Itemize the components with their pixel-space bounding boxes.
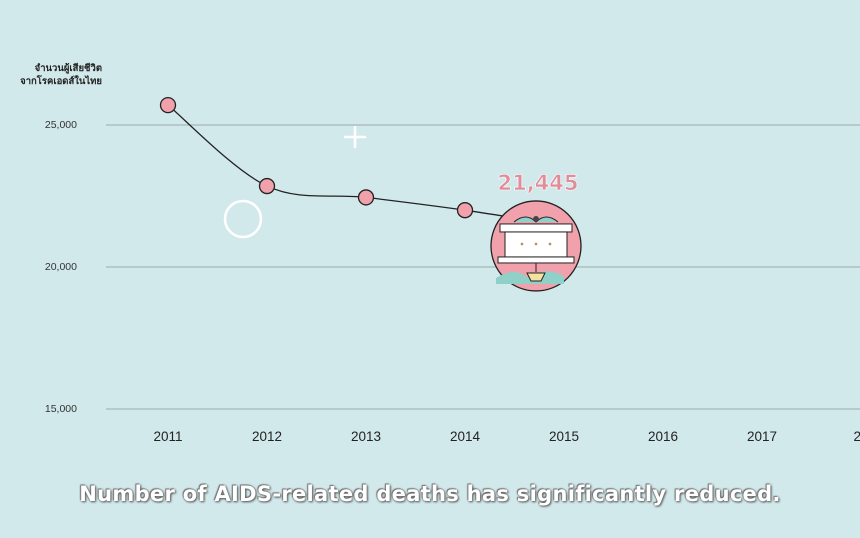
- data-point: [456, 202, 474, 219]
- x-tick-label: 2016: [648, 429, 678, 444]
- y-axis-title-line-1: จำนวนผู้เสียชีวิต: [34, 63, 102, 74]
- x-tick-label: 2017: [747, 429, 777, 444]
- data-point: [357, 189, 375, 206]
- x-tick-label: 2015: [549, 429, 579, 444]
- casket-handle: [534, 242, 538, 246]
- outline-circle-decoration: [223, 199, 263, 239]
- x-tick-label: 2013: [351, 429, 381, 444]
- casket-lid: [499, 223, 573, 233]
- plus-decoration: [343, 125, 367, 149]
- x-tick-label: 2012: [252, 429, 282, 444]
- casket-base: [497, 256, 575, 264]
- y-axis-title: จำนวนผู้เสียชีวิต จากโรคเอดส์ในไทย: [10, 62, 102, 88]
- data-point: [258, 177, 276, 195]
- y-tick-label: 15,000: [45, 403, 77, 415]
- candle-bowl: [526, 272, 546, 282]
- casket-handle: [548, 242, 552, 246]
- bow-icon: [533, 215, 539, 222]
- x-tick-label: 20: [853, 429, 860, 444]
- highlight-value-label: 21,445: [497, 171, 578, 195]
- y-tick-label: 25,000: [45, 119, 77, 131]
- y-axis-title-line-2: จากโรคเอดส์ในไทย: [20, 76, 102, 87]
- y-tick-label: 20,000: [45, 261, 77, 273]
- x-tick-label: 2014: [450, 429, 481, 444]
- video-subtitle: Number of AIDS-related deaths has signif…: [79, 482, 781, 506]
- data-point: [159, 96, 177, 114]
- casket-handle: [520, 242, 524, 246]
- x-tick-label: 2011: [153, 429, 182, 444]
